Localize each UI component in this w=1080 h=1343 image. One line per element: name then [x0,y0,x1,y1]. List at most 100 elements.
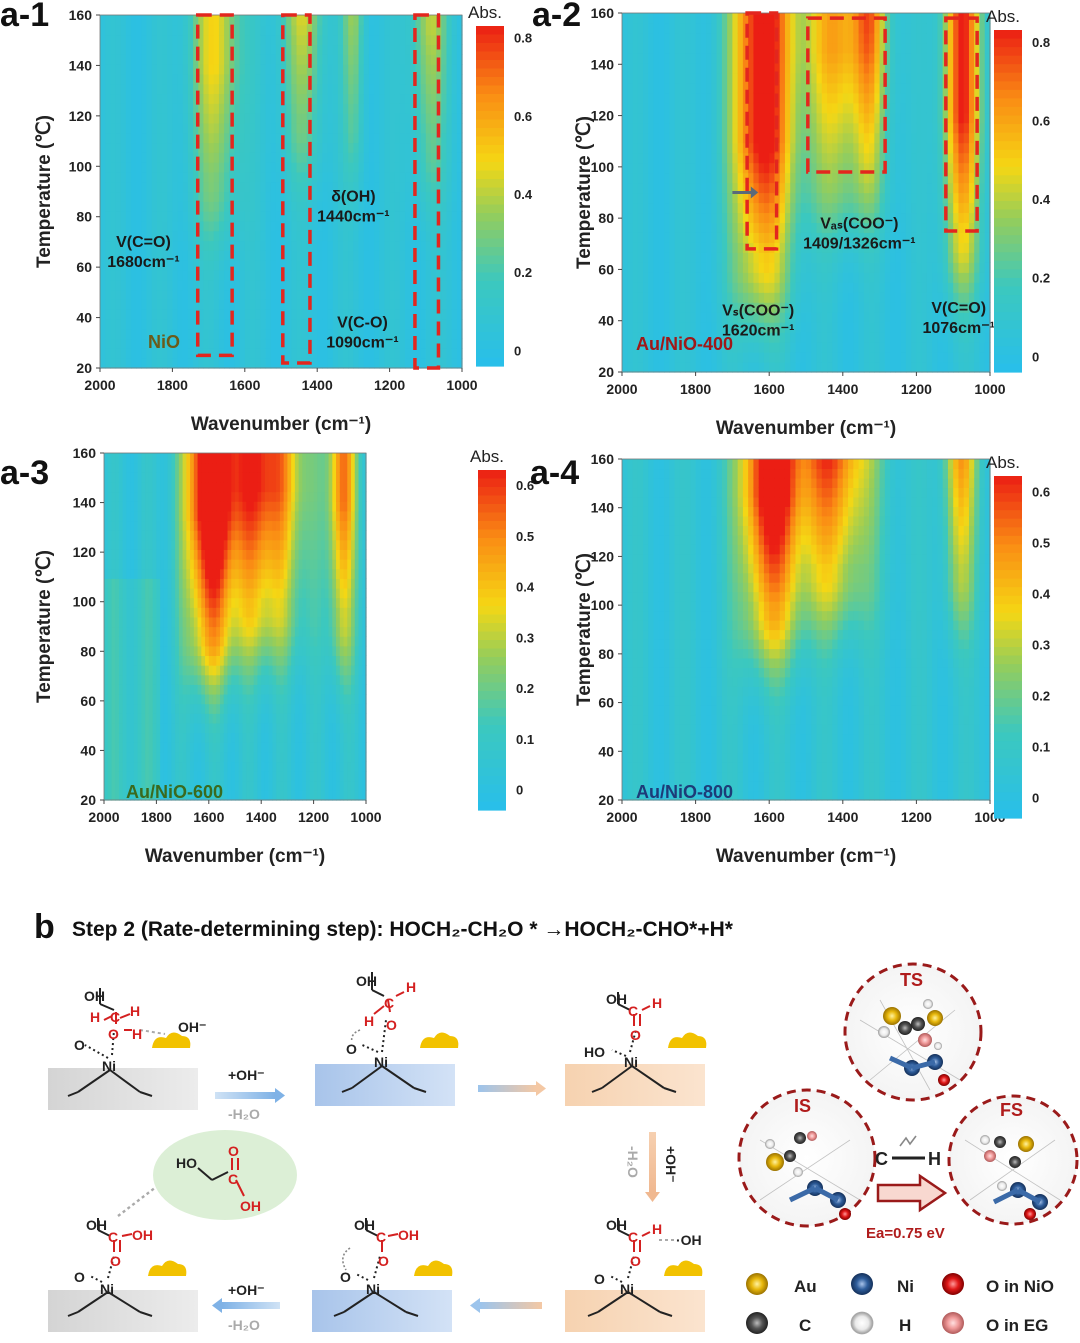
heatmap-cell [947,32,954,44]
heatmap-cell [706,192,712,204]
heatmap-cell [358,289,365,300]
heatmap-cell [446,103,453,114]
heatmap-cell [911,22,917,34]
heatmap-cell [136,279,142,291]
heatmap-cell [198,211,205,222]
heatmap-cell [430,240,437,251]
heatmap-cell [379,171,386,183]
heatmap-cell [721,62,728,74]
heatmap-cell [322,103,329,114]
heatmap-cell [958,202,965,214]
heatmap-cell [763,252,770,263]
heatmap-cell [218,358,225,369]
heatmap-cell [146,250,153,261]
heatmap-cell [265,279,272,291]
heatmap-cell [932,52,939,64]
heatmap-cell [146,309,153,320]
heatmap-cell [627,232,634,243]
heatmap-cell [244,83,251,95]
heatmap-cell [753,202,760,214]
heatmap-cell [415,122,422,134]
heatmap-cell [832,52,839,64]
heatmap-cell [456,15,463,26]
heatmap-cell [301,44,308,55]
heatmap-cell [953,272,960,283]
heatmap-cell [695,252,702,263]
heatmap-cell [100,142,106,153]
heatmap-cell [384,93,391,104]
heatmap-cell [125,211,132,222]
heatmap-cell [905,82,912,94]
heatmap-cell [921,52,928,64]
heatmap-cell [721,242,728,253]
heatmap-cell [146,211,153,222]
heatmap-cell [136,348,142,359]
heatmap-cell [921,192,928,204]
heatmap-cell [727,112,733,124]
colorbar-segment [476,289,504,299]
heatmap-cell [763,162,770,174]
heatmap-cell [193,73,199,85]
heatmap-cell [816,262,823,273]
heatmap-cell [905,192,912,204]
heatmap-cell [942,262,949,273]
heatmap-cell [213,289,220,300]
heatmap-cell [286,318,292,330]
heatmap-cell [763,132,770,144]
heatmap-cell [727,222,733,233]
heatmap-cell [358,113,365,124]
heatmap-cell [863,362,870,373]
heatmap-cell [916,182,923,194]
heatmap-cell [869,52,875,64]
heatmap-cell [301,220,308,232]
heatmap-cell [337,328,344,340]
heatmap-cell [327,240,334,251]
heatmap-cell [229,171,236,183]
heatmap-cell [363,24,370,36]
heatmap-cell [332,24,339,36]
heatmap-cell [172,34,179,46]
heatmap-cell [343,220,349,232]
heatmap-cell [721,82,728,94]
heatmap-cell [842,32,849,44]
heatmap-cell [716,142,723,154]
heatmap-cell [916,282,923,293]
heatmap-cell [136,15,142,26]
heatmap-cell [784,192,791,204]
heatmap-cell [937,322,944,333]
heatmap-cell [405,122,411,134]
heatmap-cell [679,272,686,283]
heatmap-cell [742,362,749,373]
heatmap-cell [821,192,828,204]
heatmap-cell [353,279,360,291]
heatmap-cell [167,289,173,300]
heatmap-cell [358,220,365,232]
heatmap-cell [869,102,875,114]
heatmap-cell [213,338,220,349]
heatmap-cell [405,338,411,349]
heatmap-cell [275,83,282,95]
heatmap-cell [916,102,923,114]
heatmap-cell [890,252,896,263]
heatmap-cell [953,352,960,363]
heatmap-cell [260,54,267,65]
heatmap-cell [658,242,665,253]
heatmap-cell [213,54,220,65]
heatmap-cell [848,22,854,34]
heatmap-cell [389,230,396,242]
heatmap-cell [926,192,933,204]
heatmap-cell [270,171,277,183]
heatmap-cell [916,52,923,64]
heatmap-cell [451,103,458,114]
heatmap-cell [921,132,928,144]
heatmap-cell [394,162,401,173]
heatmap-cell [348,358,354,369]
heatmap-cell [430,103,437,114]
heatmap-cell [260,240,267,251]
heatmap-cell [637,362,644,373]
heatmap-cell [706,262,712,273]
heatmap-cell [131,73,137,85]
heatmap-cell [774,292,781,303]
heatmap-cell [890,142,896,154]
heatmap-cell [653,352,660,363]
